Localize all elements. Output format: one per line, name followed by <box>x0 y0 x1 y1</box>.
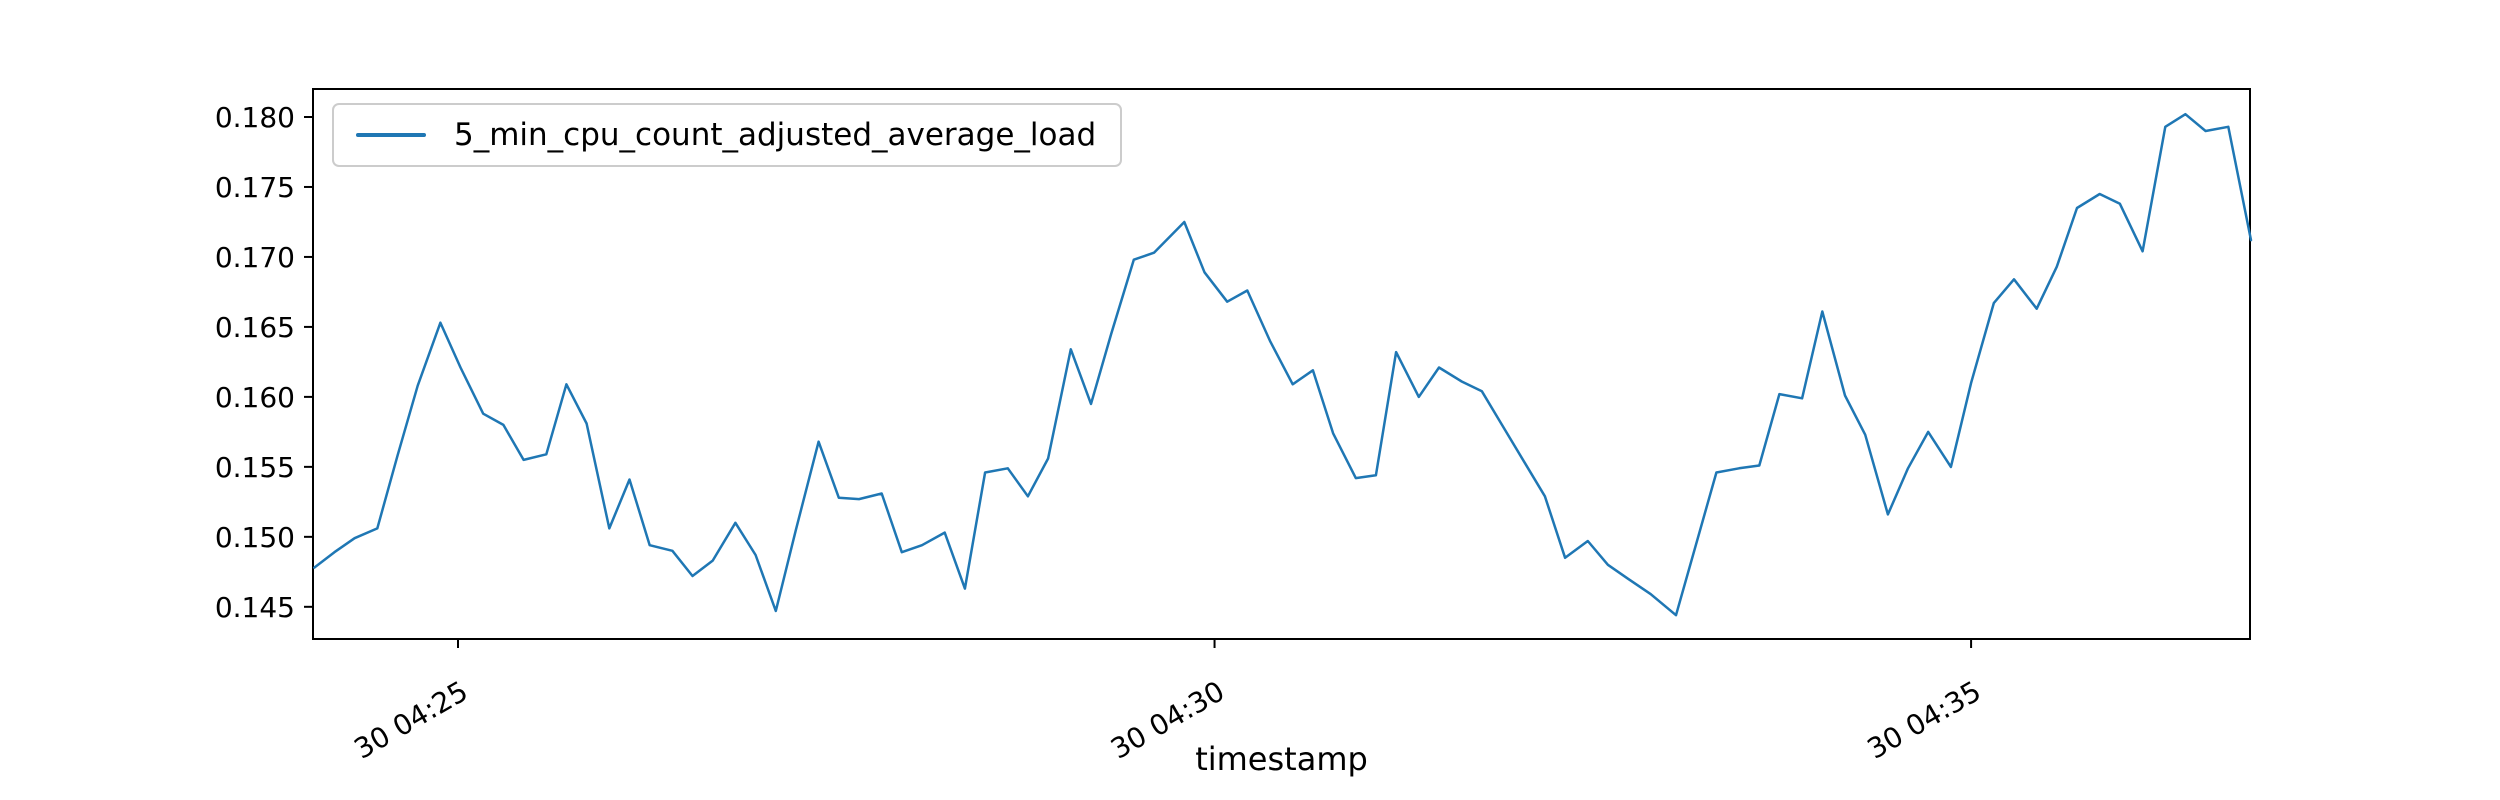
y-tick-label: 0.145 <box>215 591 295 624</box>
legend-series-label: 5_min_cpu_count_adjusted_average_load <box>454 117 1097 153</box>
x-axis-title: timestamp <box>1195 740 1368 778</box>
legend: 5_min_cpu_count_adjusted_average_load <box>332 103 1123 167</box>
plot-border <box>312 88 2251 640</box>
y-tick-label: 0.150 <box>215 521 295 554</box>
y-tick-label: 0.170 <box>215 241 295 274</box>
y-tick-label: 0.155 <box>215 451 295 484</box>
y-tick-label: 0.175 <box>215 171 295 204</box>
y-tick-label: 0.160 <box>215 381 295 414</box>
y-tick-label: 0.165 <box>215 311 295 344</box>
series-line <box>313 112 2253 617</box>
y-tick-label: 0.180 <box>215 101 295 134</box>
legend-line-sample <box>356 133 426 137</box>
